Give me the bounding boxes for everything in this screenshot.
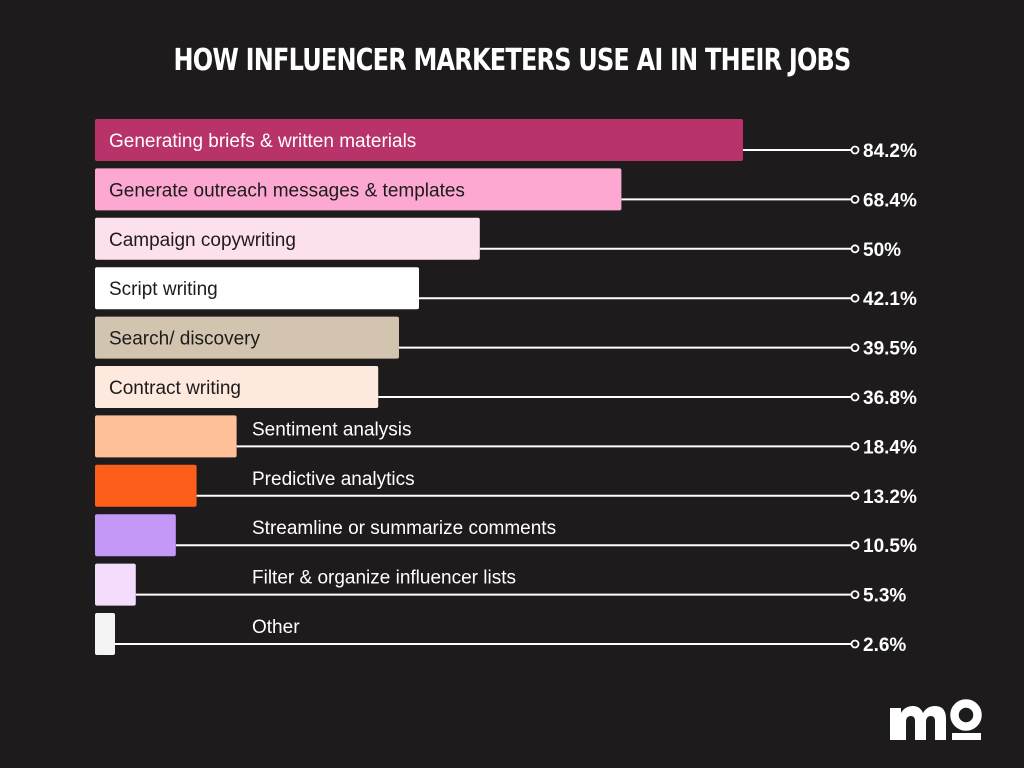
value-label: 5.3% <box>863 586 906 607</box>
bar <box>95 563 136 606</box>
bar <box>95 119 743 161</box>
leader-line-end-marker <box>850 293 860 303</box>
leader-line-end-marker <box>850 540 860 550</box>
value-label: 10.5% <box>863 536 917 557</box>
leader-line-end-marker <box>850 145 860 155</box>
bar <box>95 613 116 655</box>
bar <box>95 267 419 310</box>
bar-label: Filter & organize influencer lists <box>252 568 516 589</box>
leader-line-end-marker <box>850 590 860 599</box>
bar-label: Contract writing <box>109 378 241 399</box>
bar <box>95 366 379 408</box>
bar-label: Other <box>252 617 300 638</box>
chart-title: HOW INFLUENCER MARKETERS USE AI IN THEIR… <box>173 43 851 78</box>
leader-line-end-marker <box>850 491 860 501</box>
value-label: 39.5% <box>863 339 917 360</box>
bar <box>95 415 237 458</box>
bar <box>95 217 480 260</box>
bar <box>95 316 399 359</box>
bar-label: Sentiment analysis <box>252 419 411 440</box>
bar-label: Predictive analytics <box>252 469 415 490</box>
bar <box>95 514 176 557</box>
bar-label: Streamline or summarize comments <box>252 518 556 539</box>
bar-label: Generate outreach messages & templates <box>109 180 465 201</box>
bar <box>95 168 622 211</box>
bar-label: Search/ discovery <box>109 329 261 350</box>
logo-o-glyph <box>950 699 982 731</box>
value-label: 36.8% <box>863 388 917 409</box>
brand-logo <box>890 699 982 740</box>
leader-line-end-marker <box>850 392 860 402</box>
logo-m-glyph <box>890 706 946 740</box>
value-label: 2.6% <box>863 635 906 656</box>
value-label: 68.4% <box>863 190 917 211</box>
bar-label: Campaign copywriting <box>109 230 296 251</box>
value-label: 18.4% <box>863 437 917 458</box>
leader-line-end-marker <box>850 441 860 451</box>
bar-label: Generating briefs & written materials <box>109 131 416 152</box>
leader-line-end-marker <box>850 639 860 649</box>
leader-line-end-marker <box>850 343 860 353</box>
value-label: 50% <box>863 240 901 261</box>
leader-line-end-marker <box>850 244 860 254</box>
value-label: 13.2% <box>863 487 917 508</box>
logo-underline <box>952 733 981 740</box>
value-label: 84.2% <box>863 141 917 162</box>
bar-label: Script writing <box>109 279 218 300</box>
leader-line-end-marker <box>850 194 860 204</box>
bar <box>95 464 197 507</box>
value-label: 42.1% <box>863 289 917 310</box>
